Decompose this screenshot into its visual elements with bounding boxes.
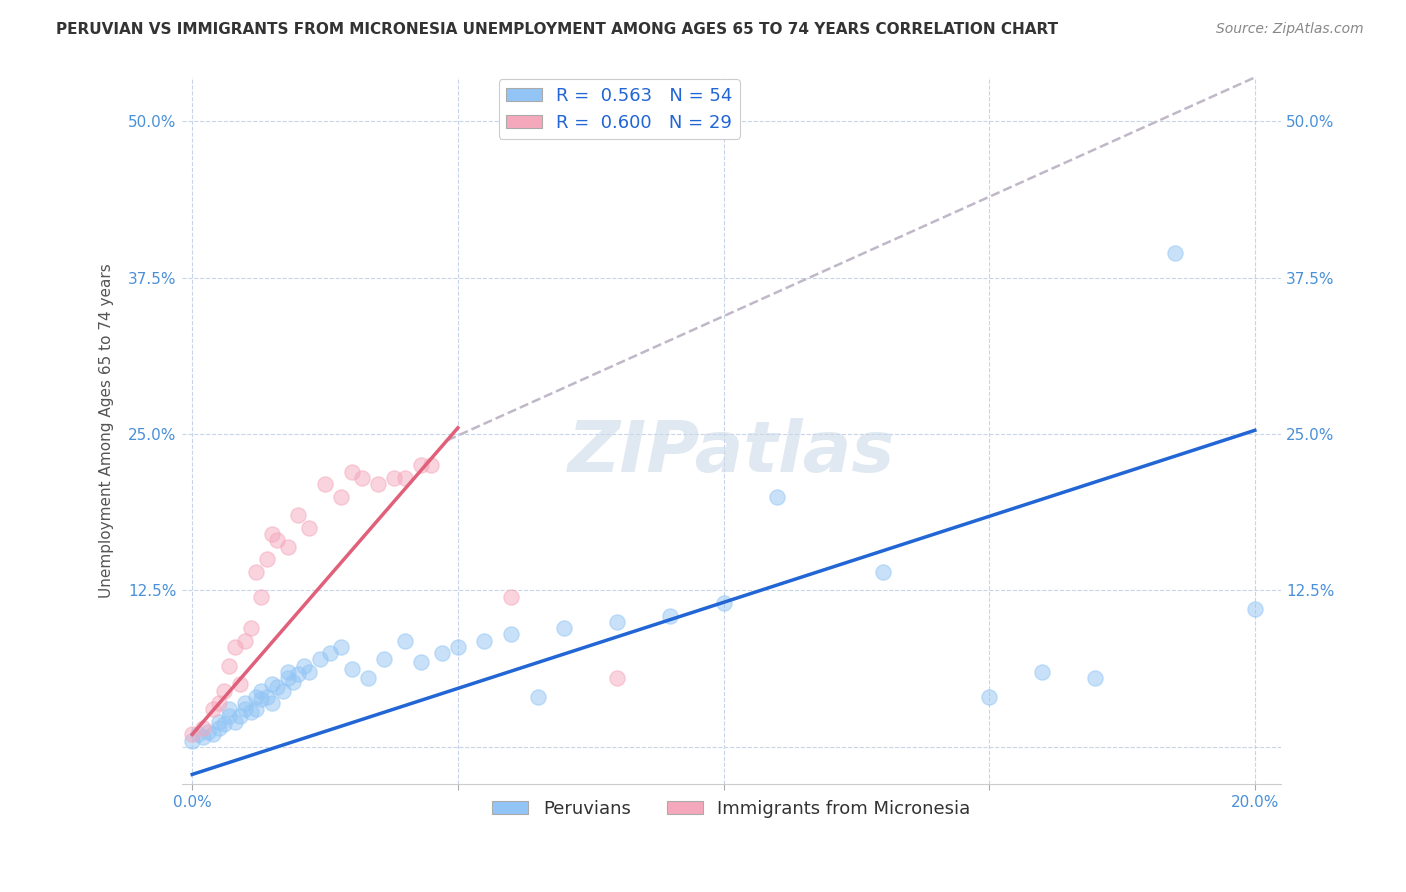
Point (239, 705, 262, 719)
Point (191, 721, 214, 735)
Point (245, 565, 267, 579)
Text: ZIPatlas: ZIPatlas (568, 417, 896, 487)
Point (292, 658, 315, 673)
Point (256, 690, 278, 704)
Point (430, 646, 453, 660)
Point (250, 683, 273, 698)
Point (250, 590, 273, 604)
Point (212, 717, 235, 731)
Point (340, 662, 363, 676)
Point (245, 690, 267, 704)
Point (447, 640, 470, 654)
Point (979, 690, 1001, 704)
Point (367, 477, 389, 491)
Point (218, 658, 240, 673)
Point (298, 521, 321, 535)
Point (277, 540, 299, 554)
Point (606, 671, 628, 685)
Point (181, 733, 204, 747)
Point (224, 714, 246, 729)
Point (287, 667, 309, 681)
Point (208, 721, 231, 735)
Point (474, 633, 496, 648)
Point (553, 621, 575, 635)
Point (277, 671, 299, 685)
Point (1243, 602, 1265, 616)
Point (308, 652, 330, 666)
Point (420, 458, 443, 473)
Point (352, 471, 374, 485)
Text: PERUVIAN VS IMMIGRANTS FROM MICRONESIA UNEMPLOYMENT AMONG AGES 65 TO 74 YEARS CO: PERUVIAN VS IMMIGRANTS FROM MICRONESIA U… (56, 22, 1059, 37)
Point (266, 533, 288, 548)
Point (181, 727, 204, 741)
Point (872, 565, 894, 579)
Point (260, 696, 283, 710)
Point (239, 621, 262, 635)
Point (218, 702, 240, 716)
Point (266, 680, 288, 694)
Point (319, 646, 342, 660)
Point (224, 640, 246, 654)
Point (526, 690, 548, 704)
Point (245, 702, 267, 716)
Point (314, 477, 336, 491)
Point (382, 471, 405, 485)
Point (409, 655, 432, 669)
Legend: Peruvians, Immigrants from Micronesia: Peruvians, Immigrants from Micronesia (485, 792, 979, 825)
Point (499, 590, 522, 604)
Point (277, 665, 299, 679)
Point (229, 708, 252, 723)
Point (765, 490, 787, 504)
Point (394, 471, 416, 485)
Point (218, 708, 240, 723)
Point (250, 692, 273, 706)
Point (197, 724, 219, 739)
Point (208, 714, 231, 729)
Point (1164, 245, 1187, 260)
Point (202, 702, 225, 716)
Point (606, 615, 628, 629)
Point (271, 683, 294, 698)
Point (187, 727, 209, 741)
Point (202, 727, 225, 741)
Point (659, 608, 682, 623)
Point (235, 633, 257, 648)
Point (394, 633, 416, 648)
Point (330, 490, 353, 504)
Point (1031, 665, 1053, 679)
Point (191, 730, 214, 744)
Point (330, 640, 353, 654)
Point (409, 458, 432, 473)
Text: Source: ZipAtlas.com: Source: ZipAtlas.com (1216, 22, 1364, 37)
Point (373, 652, 395, 666)
Point (340, 465, 363, 479)
Point (1084, 671, 1107, 685)
Point (212, 683, 235, 698)
Y-axis label: Unemployment Among Ages 65 to 74 years: Unemployment Among Ages 65 to 74 years (100, 263, 114, 599)
Point (235, 696, 257, 710)
Point (713, 596, 735, 610)
Point (298, 665, 321, 679)
Point (356, 671, 378, 685)
Point (287, 508, 309, 523)
Point (208, 696, 231, 710)
Point (229, 677, 252, 691)
Point (260, 527, 283, 541)
Point (283, 674, 305, 689)
Point (499, 627, 522, 641)
Point (260, 677, 283, 691)
Point (256, 552, 278, 566)
Point (235, 702, 257, 716)
